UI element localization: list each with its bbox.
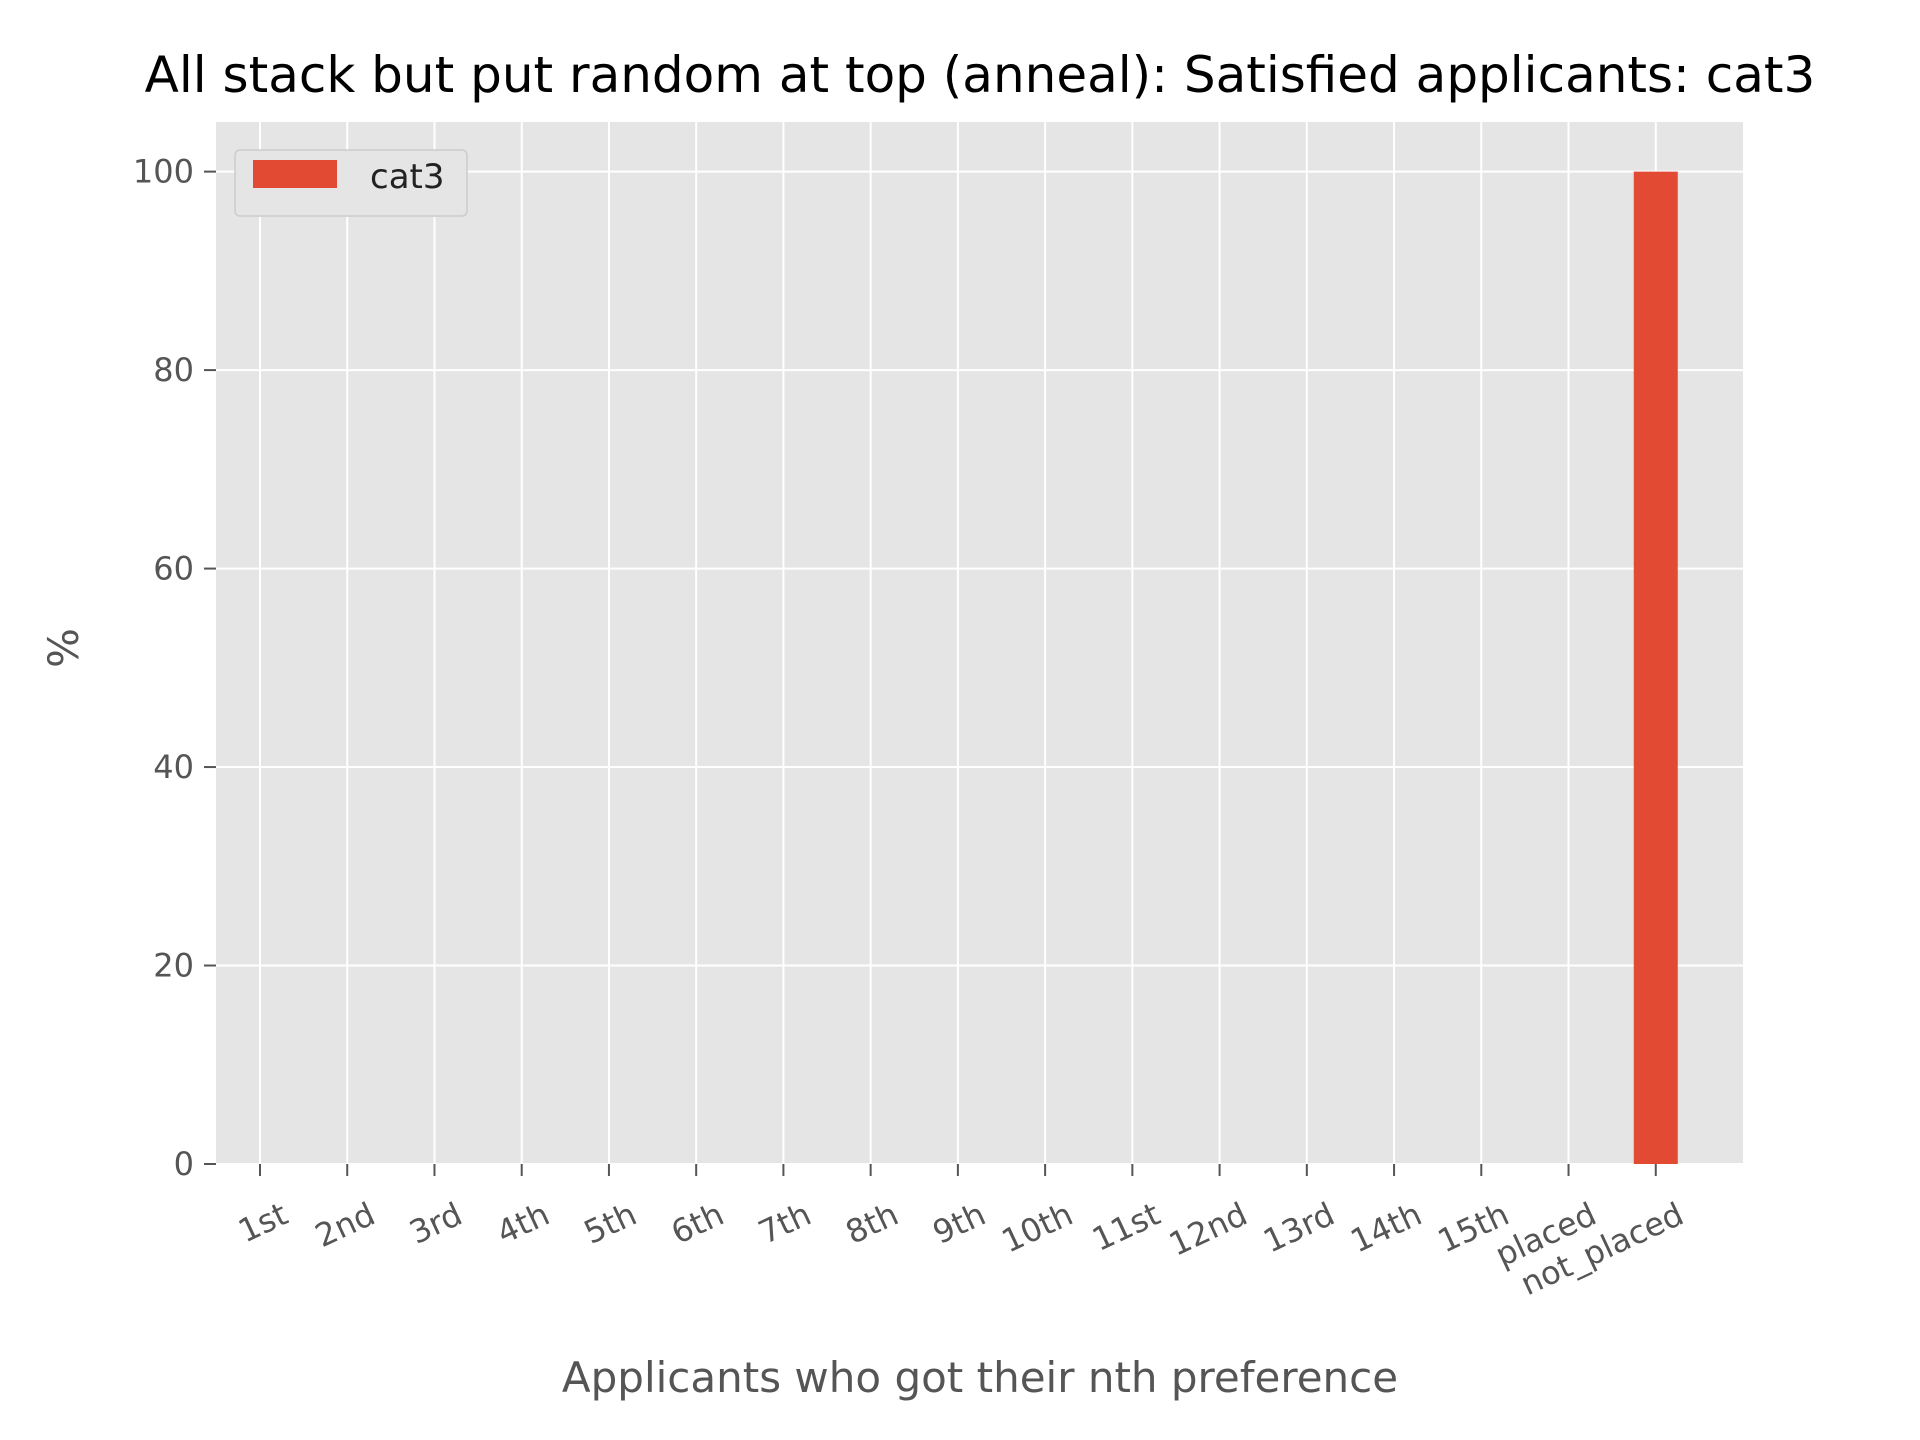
x-tick-label: 2nd — [309, 1195, 380, 1255]
x-tick-label: 13rd — [1257, 1195, 1340, 1261]
legend: cat3 — [234, 149, 468, 217]
bar-not_placed — [1633, 171, 1678, 1165]
x-tick-label: 12nd — [1163, 1195, 1253, 1264]
y-tick-label: 100 — [133, 153, 194, 191]
x-tick-label: 1st — [232, 1195, 293, 1250]
legend-swatch — [253, 160, 337, 188]
x-tick-label: 3rd — [404, 1195, 468, 1252]
x-tick-label: 9th — [927, 1195, 991, 1252]
x-tick-label: 5th — [578, 1195, 642, 1252]
y-tick-label: 60 — [153, 550, 194, 588]
y-tick-label: 80 — [153, 351, 194, 389]
x-tick-label: 14th — [1345, 1195, 1428, 1261]
legend-entry: cat3 — [370, 157, 445, 197]
x-tick-label: 4th — [491, 1195, 555, 1252]
chart-title: All stack but put random at top (anneal)… — [145, 46, 1816, 104]
x-tick-label: 10th — [996, 1195, 1079, 1261]
x-tick-label: 8th — [840, 1195, 904, 1252]
x-tick-label: 6th — [665, 1195, 729, 1252]
x-tick-label: 7th — [753, 1195, 817, 1252]
x-tick-label: 11st — [1086, 1195, 1165, 1259]
y-axis-label: % — [39, 628, 88, 668]
y-tick-label: 20 — [153, 947, 194, 985]
y-tick-label: 40 — [153, 748, 194, 786]
bars — [1633, 171, 1678, 1165]
plot-area — [216, 122, 1743, 1164]
x-axis-label: Applicants who got their nth preference — [562, 1353, 1398, 1402]
y-tick-label: 0 — [174, 1145, 194, 1183]
